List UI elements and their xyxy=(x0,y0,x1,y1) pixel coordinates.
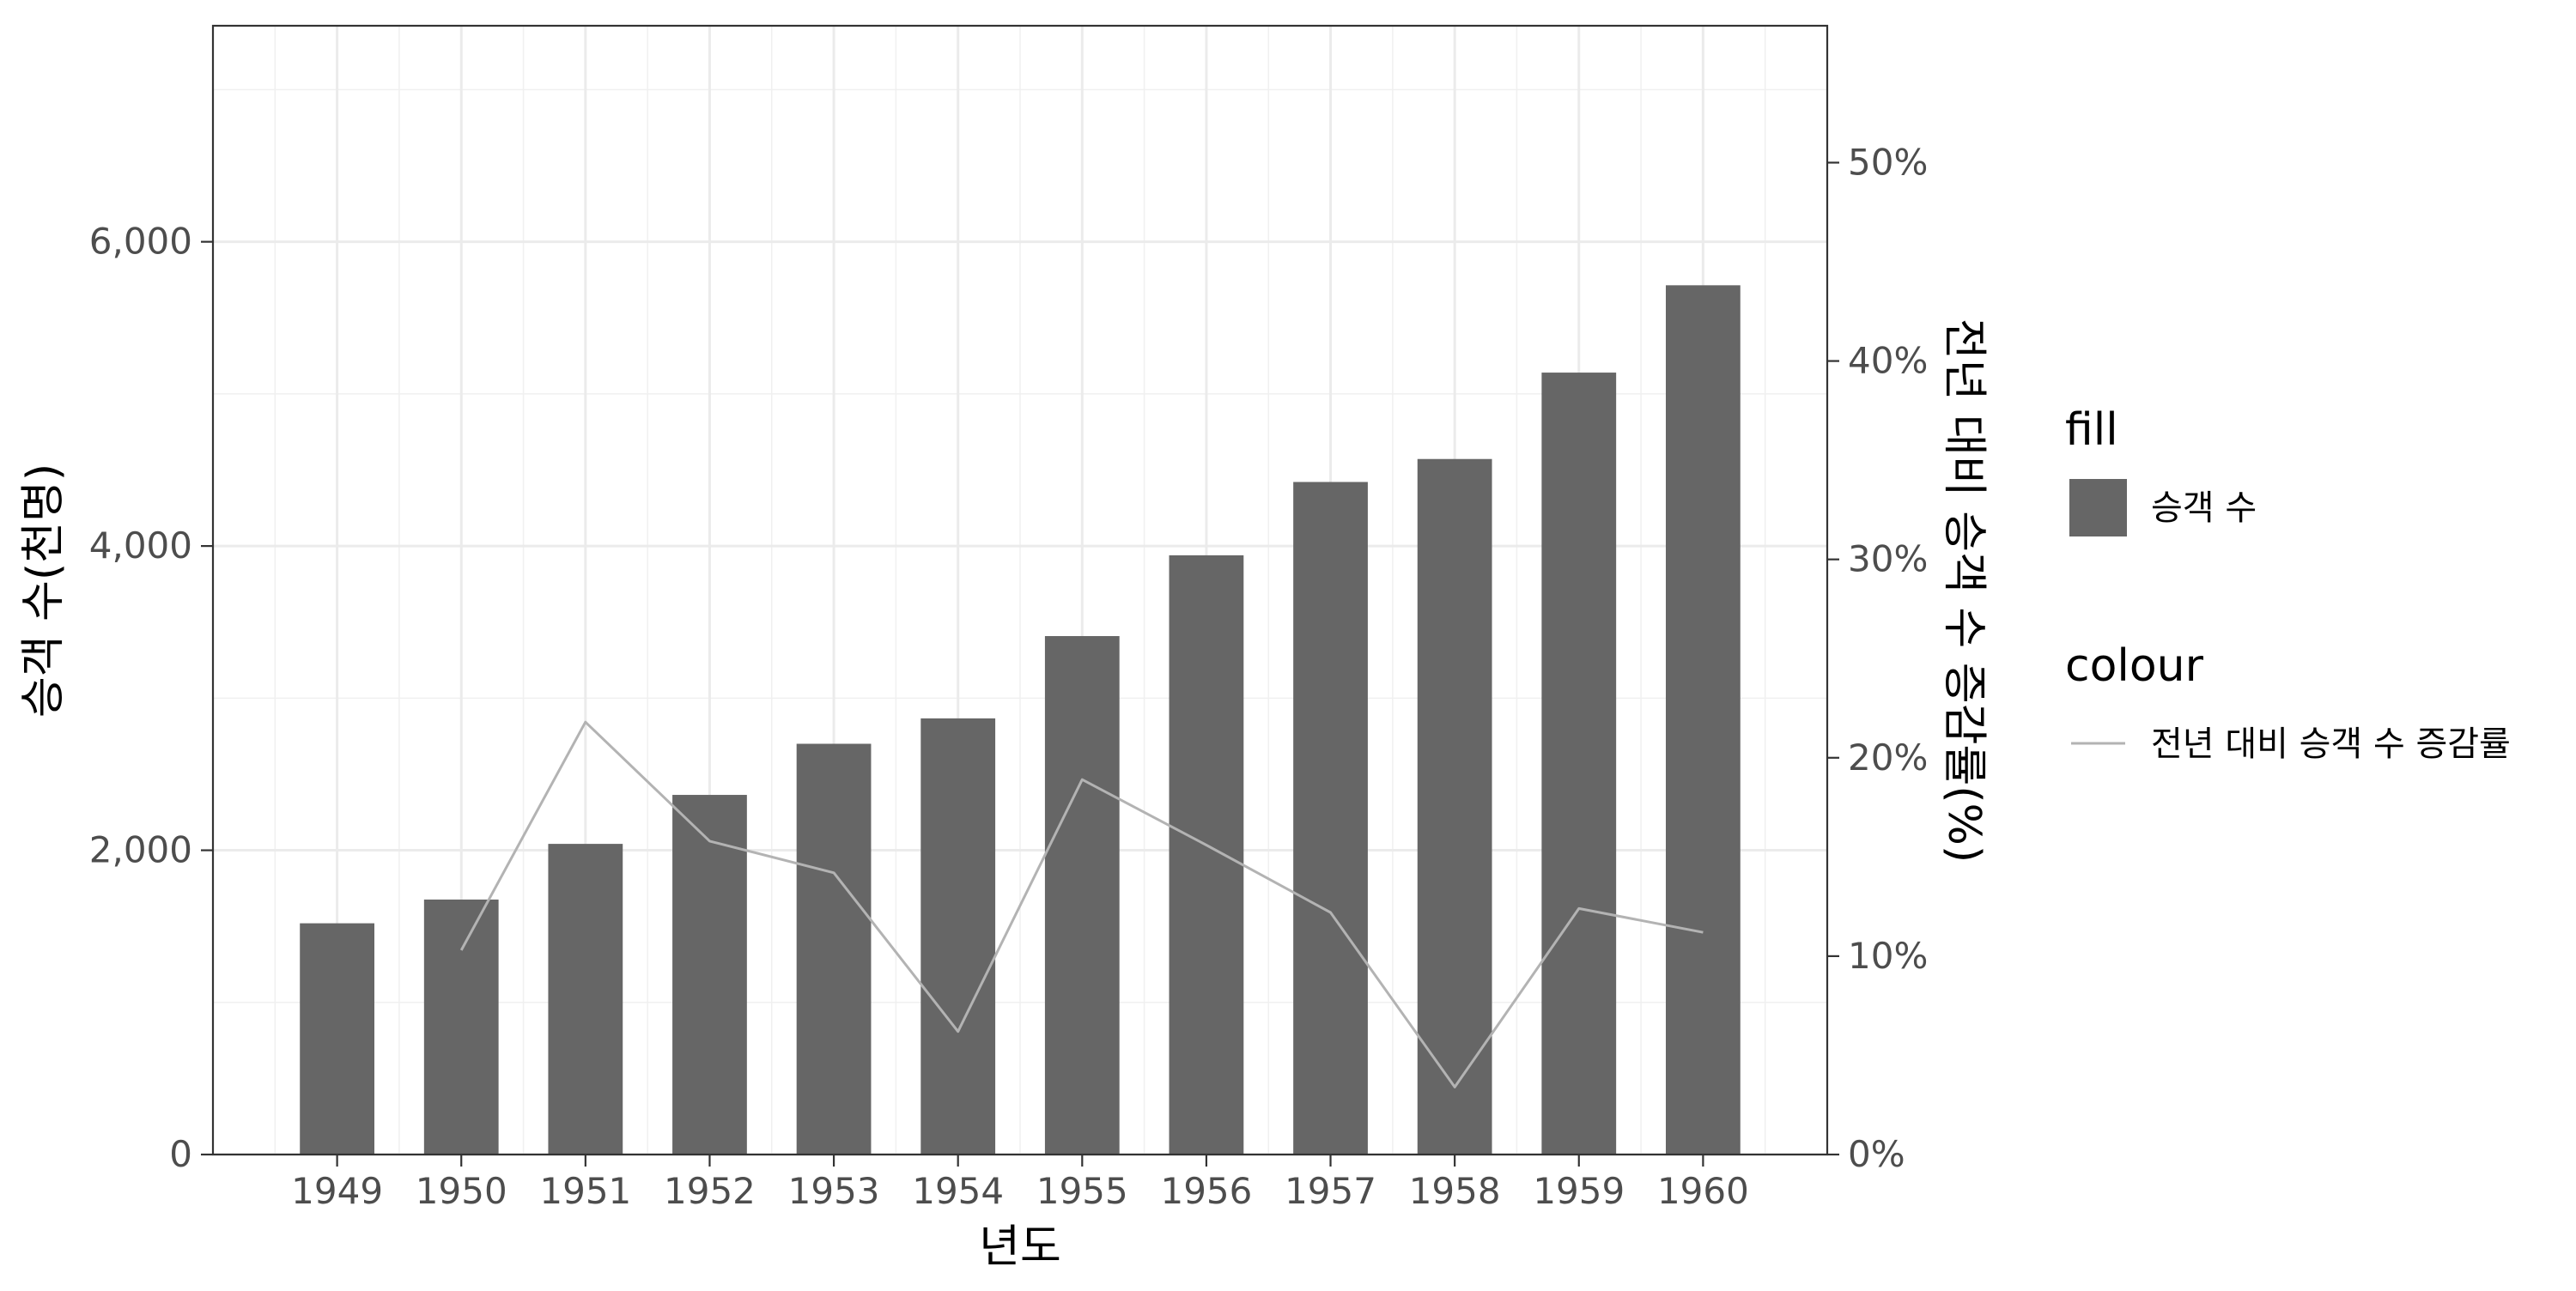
y-right-axis-tick-label: 20% xyxy=(1848,736,1928,779)
right-axis: 0% 10% 20% 30% 40% 50% xyxy=(1827,141,1928,1175)
legend-colour-label: 전년 대비 승객 수 증감률 xyxy=(2151,724,2511,764)
x-axis-title: 년도 xyxy=(979,1221,1061,1273)
x-axis-tick-label: 1956 xyxy=(1160,1170,1252,1212)
x-axis-tick-label: 1949 xyxy=(291,1170,383,1212)
bar xyxy=(548,844,623,1155)
legend-fill-title: fill xyxy=(2065,404,2118,456)
y-axis-right-title: 전년 대비 승객 수 증감률(%) xyxy=(1938,318,1990,864)
y-right-axis-tick-label: 30% xyxy=(1848,538,1928,580)
y-axis-tick-label: 6,000 xyxy=(89,221,192,263)
x-axis-tick-label: 1955 xyxy=(1036,1170,1128,1212)
legend-fill-key xyxy=(2069,479,2127,536)
x-axis-tick-label: 1957 xyxy=(1285,1170,1376,1212)
x-axis: 1949 1950 1951 1952 1953 1954 1955 1956 1957 1958… xyxy=(291,1155,1749,1212)
y-axis-tick-label: 2,000 xyxy=(89,829,192,871)
y-right-axis-tick-label: 40% xyxy=(1848,340,1928,382)
y-axis-tick-label: 0 xyxy=(169,1133,192,1175)
left-axis: 0 2,000 4,000 6,000 xyxy=(89,221,213,1175)
plot-panel-border xyxy=(211,24,1829,1156)
minor-grid xyxy=(213,26,1827,1155)
bars xyxy=(300,285,1741,1155)
bar xyxy=(1541,373,1617,1155)
x-axis-tick-label: 1952 xyxy=(664,1170,756,1212)
bar xyxy=(920,718,996,1155)
bar xyxy=(1417,458,1492,1155)
bar xyxy=(1293,482,1368,1155)
bar xyxy=(796,743,872,1155)
bar xyxy=(300,923,374,1155)
bar xyxy=(1666,285,1741,1155)
growth-rate-line xyxy=(459,720,1704,1088)
x-axis-tick-label: 1958 xyxy=(1409,1170,1501,1212)
x-axis-tick-label: 1953 xyxy=(788,1170,880,1212)
bar xyxy=(672,795,747,1155)
y-axis-title: 승객 수(천명) xyxy=(18,464,70,718)
y-right-axis-tick-label: 10% xyxy=(1848,935,1928,977)
bar xyxy=(1044,636,1120,1155)
x-axis-tick-label: 1960 xyxy=(1657,1170,1749,1212)
bar xyxy=(423,899,499,1155)
x-axis-tick-label: 1951 xyxy=(539,1170,631,1212)
y-right-axis-tick-label: 0% xyxy=(1848,1133,1905,1175)
x-axis-tick-label: 1959 xyxy=(1533,1170,1625,1212)
y-right-axis-tick-label: 50% xyxy=(1848,141,1928,183)
y-axis-tick-label: 4,000 xyxy=(89,524,192,567)
legend: fill 승객 수 colour 전년 대비 승객 수 증감률 xyxy=(2065,404,2511,764)
x-axis-tick-label: 1950 xyxy=(416,1170,507,1212)
x-axis-tick-label: 1954 xyxy=(912,1170,1004,1212)
legend-colour-title: colour xyxy=(2065,640,2204,692)
bar xyxy=(1169,555,1244,1155)
legend-fill-label: 승객 수 xyxy=(2151,488,2257,528)
growth-line-layer xyxy=(459,720,1704,1088)
